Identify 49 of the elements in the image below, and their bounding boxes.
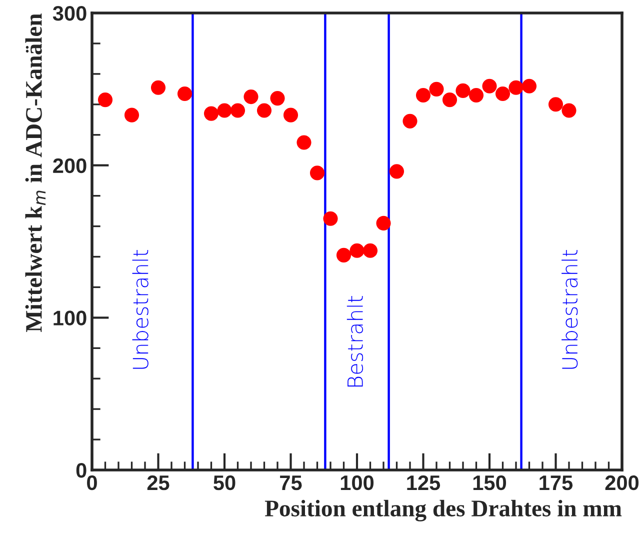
annotation: Unbestrahlt [562,250,578,369]
point [376,216,391,231]
point [522,78,537,94]
point [402,114,418,128]
point [230,103,246,118]
point [389,164,404,179]
x-tick-label: 75 [280,476,302,490]
annotation: Unbestrahlt [132,250,148,369]
point [495,86,510,102]
point [442,92,458,108]
y-tick-label: 0 [76,463,86,478]
point [362,243,378,258]
y-tick-label: 100 [54,310,86,326]
point [204,106,219,121]
point [310,166,325,180]
x-tick-label: 100 [340,475,374,490]
point [323,211,338,226]
point [416,88,431,103]
point [256,103,272,118]
point [98,92,113,108]
point [217,103,232,118]
point [177,86,192,102]
point [296,135,312,150]
point [548,97,564,112]
point [562,103,576,118]
x-tick-label: 150 [473,475,506,490]
x-tick-label: 200 [605,475,639,490]
x-tick-label: 0 [87,475,97,490]
point [150,80,166,95]
point [456,83,470,98]
x-tick-label: 125 [407,475,440,490]
y-tick-label: 300 [52,6,86,21]
y-axis-title: Mittelwert k$_{m}$ in ADC-Kanälen [25,14,46,332]
point [508,80,524,95]
point [270,91,285,106]
y-tick-label: 200 [53,158,86,174]
x-axis-title: Position entlang des Drahtes in mm [264,500,622,522]
point [350,243,364,258]
point [482,78,497,94]
point [124,108,140,122]
point [468,88,484,103]
point [244,90,258,104]
point [283,108,298,122]
point [336,248,352,262]
x-tick-label: 50 [214,475,236,490]
x-tick-label: 175 [540,476,573,490]
annotation: Bestrahlt [346,296,364,386]
point [429,82,444,96]
x-tick-label: 25 [147,475,170,490]
